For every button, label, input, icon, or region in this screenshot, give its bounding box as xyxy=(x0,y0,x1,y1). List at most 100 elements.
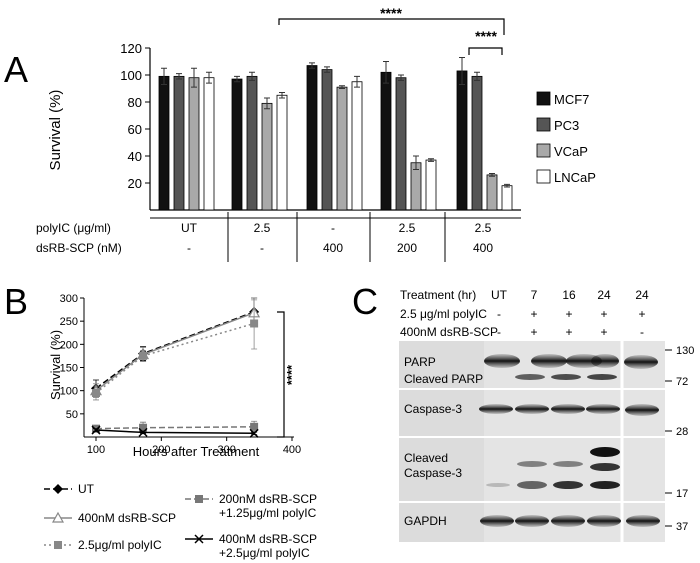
bar-lncap-0 xyxy=(203,77,215,211)
marker-square xyxy=(250,422,259,431)
panel-a-letter: A xyxy=(4,49,28,90)
series-line-4 xyxy=(95,429,255,435)
treatment-time: 7 xyxy=(531,288,538,302)
bar-vcap-2 xyxy=(336,86,348,211)
dsrb-sign: + xyxy=(565,325,572,339)
panel-b-legend: UT 400nM dsRB-SCP 2.5μg/ml polyIC 200nM dsR… xyxy=(44,482,317,560)
panel-a-outer-significance: **** xyxy=(380,5,402,21)
bar-pc3-4 xyxy=(471,75,483,211)
error-bar xyxy=(324,66,330,73)
legend-label: 2.5μg/ml polyIC xyxy=(78,538,162,552)
table-polyic-cell: 2.5 xyxy=(399,221,416,235)
legend-swatch-lncap xyxy=(536,169,551,184)
panel-a-y-tick-label: 120 xyxy=(120,41,142,56)
panel-a-y-tick-label: 80 xyxy=(128,95,142,110)
dsrb-sign: + xyxy=(530,325,537,339)
error-bar xyxy=(249,71,255,81)
panel-c-treatment-label: Treatment (hr) xyxy=(400,288,476,302)
legend-label-cont: +2.5μg/ml polyIC xyxy=(219,546,310,560)
panel-a-treatment-table: polyIC (μg/ml) dsRB-SCP (nM) UT 2.5 - 2.5 2.… xyxy=(36,212,521,262)
legend-label-pc3: PC3 xyxy=(554,118,579,133)
marker-square xyxy=(250,319,259,328)
error-bar xyxy=(176,73,182,80)
panel-b-x-tick-label: 400 xyxy=(283,444,301,456)
legend-label-cont: +1.25μg/ml polyIC xyxy=(219,506,317,520)
treatment-time: UT xyxy=(491,288,508,302)
bar-lncap-4 xyxy=(501,185,513,211)
polyic-sign: - xyxy=(497,307,501,321)
mw-17: 17 xyxy=(676,488,688,500)
error-bar xyxy=(383,61,389,84)
marker-square xyxy=(139,423,148,432)
blot-label-gapdh: GAPDH xyxy=(404,514,447,528)
blot-membrane xyxy=(484,341,665,542)
table-row-polyic-label: polyIC (μg/ml) xyxy=(36,221,111,235)
panel-a-bars xyxy=(158,56,513,211)
blot-label-cleaved-parp: Cleaved PARP xyxy=(404,372,483,386)
table-polyic-cell: - xyxy=(331,221,335,235)
dsrb-sign: + xyxy=(600,325,607,339)
panel-b-y-tick-label: 150 xyxy=(60,363,78,375)
legend-label: 400nM dsRB-SCP xyxy=(219,532,317,546)
legend-label: 400nM dsRB-SCP xyxy=(78,511,176,525)
bar-mcf7-2 xyxy=(306,65,318,211)
error-bar xyxy=(279,92,285,99)
blot-label-cleaved: Cleaved xyxy=(404,451,448,465)
gapdh-bands xyxy=(480,515,660,527)
panel-b-x-tick-label: 200 xyxy=(152,444,170,456)
error-bar xyxy=(234,75,240,83)
marker-triangle xyxy=(51,511,65,523)
marker-x xyxy=(194,534,204,544)
blot-label-cleaved-caspase3: Caspase-3 xyxy=(404,466,462,480)
panel-b-letter: B xyxy=(4,281,28,322)
panel-a-inner-significance: **** xyxy=(475,28,497,44)
error-bar xyxy=(161,67,167,85)
panel-b-y-tick-label: 100 xyxy=(60,386,78,398)
panel-b-y-tick-label: 200 xyxy=(60,339,78,351)
bar-vcap-4 xyxy=(486,174,498,211)
error-bar xyxy=(489,173,495,177)
error-bar xyxy=(459,56,465,85)
error-bar xyxy=(264,97,270,110)
bar-lncap-1 xyxy=(276,94,288,211)
table-dsrb-cell: 400 xyxy=(323,241,343,255)
panel-b-x-tick-label: 300 xyxy=(217,444,235,456)
caspase3-bands xyxy=(479,404,659,416)
table-dsrb-cell: - xyxy=(187,241,191,255)
panel-c-header-values: UT 7 16 24 24 - + + + + - + + + - xyxy=(491,288,649,339)
bar-mcf7-4 xyxy=(456,70,468,211)
polyic-sign: + xyxy=(638,307,645,321)
bar-lncap-2 xyxy=(351,81,363,211)
series-line-2 xyxy=(95,322,255,394)
marker-x xyxy=(138,427,148,437)
table-row-dsrb-label: dsRB-SCP (nM) xyxy=(36,241,122,255)
error-bar xyxy=(354,75,360,88)
panel-b-x-tick-label: 100 xyxy=(87,444,105,456)
error-bar xyxy=(206,71,212,84)
bar-mcf7-0 xyxy=(158,75,170,211)
legend-label-mcf7: MCF7 xyxy=(554,92,589,107)
panel-b-lines xyxy=(89,297,261,438)
error-bar xyxy=(428,158,434,162)
panel-b-y-axis-label: Survival (%) xyxy=(48,330,63,400)
panel-a-y-tick-label: 100 xyxy=(120,68,142,83)
treatment-time: 24 xyxy=(635,288,649,302)
marker-x xyxy=(91,425,101,435)
panel-b-significance: **** xyxy=(284,364,299,385)
bar-vcap-1 xyxy=(261,102,273,211)
panel-c-letter: C xyxy=(352,281,378,322)
panel-b-y-tick-label: 300 xyxy=(60,293,78,305)
legend-swatch-vcap xyxy=(536,143,551,158)
dsrb-sign: - xyxy=(640,325,644,339)
bar-pc3-2 xyxy=(321,69,333,211)
panel-c-polyic-label: 2.5 μg/ml polyIC xyxy=(400,307,487,321)
panel-b-axis: 50 100 150 200 250 300 100 200 300 400 xyxy=(60,293,302,456)
mw-37: 37 xyxy=(676,521,688,533)
error-bar xyxy=(474,71,480,81)
mw-130: 130 xyxy=(676,345,694,357)
bar-mcf7-3 xyxy=(380,71,392,211)
panel-a-y-axis-label: Survival (%) xyxy=(47,90,64,171)
legend-label-lncap: LNCaP xyxy=(554,170,596,185)
polyic-sign: + xyxy=(600,307,607,321)
panel-c-dsrb-label: 400nM dsRB-SCP xyxy=(400,325,498,339)
